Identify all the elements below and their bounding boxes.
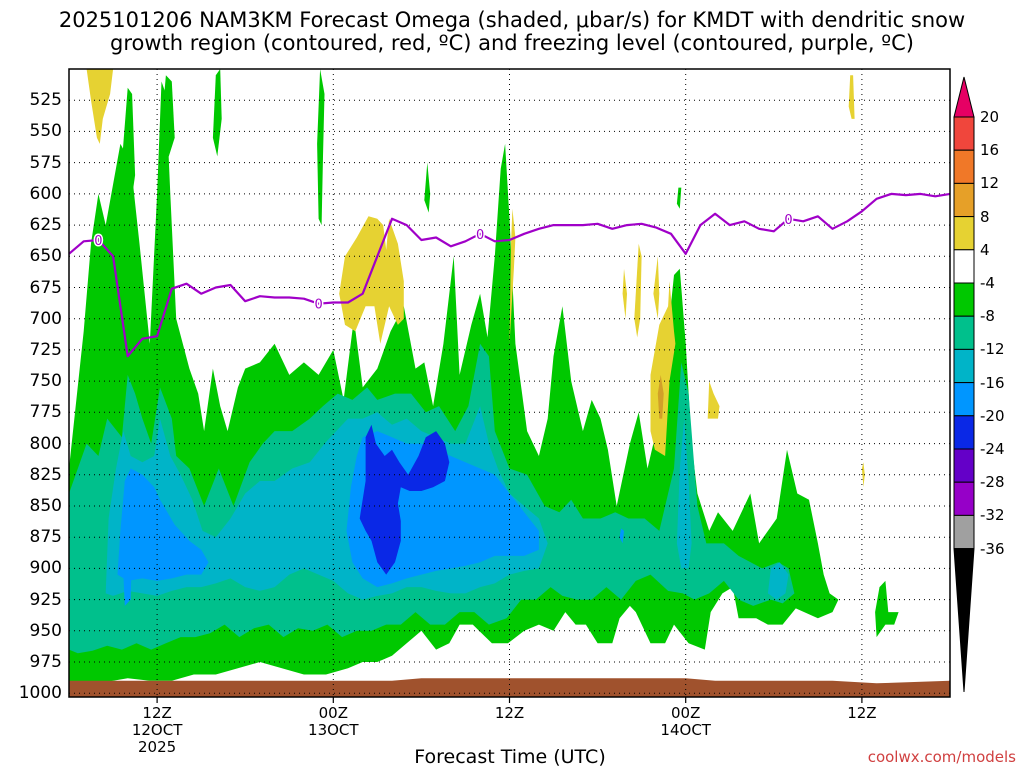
x-tick-label-line: 12OCT [131, 721, 183, 739]
colorbar-swatch [953, 382, 975, 417]
x-tick-label: 12Z [822, 705, 902, 722]
omega-region-minus4-to-minus8-d [212, 69, 222, 157]
colorbar-swatch-top [953, 76, 975, 118]
x-tick-label: 12Z 12OCT 2025 [117, 705, 197, 756]
colorbar-swatch [953, 514, 975, 550]
omega-region-minus16-to-minus20-c [121, 481, 133, 606]
x-tick-label-line: 00Z [318, 704, 348, 722]
freezing-level-line [68, 192, 951, 358]
chart-title-line-2: growth region (contoured, red, ºC) and f… [110, 31, 914, 55]
omega-region-4-to-8-f [707, 381, 720, 419]
omega-region-minus16-to-minus20-d [619, 528, 624, 544]
colorbar-swatch [953, 448, 975, 483]
colorbar-swatch [953, 149, 975, 184]
colorbar-tick-label: -20 [980, 406, 1005, 425]
colorbar-swatch-bottom [953, 548, 975, 693]
omega-region-minus4-to-minus8-e [317, 69, 325, 226]
y-tick-label: 850 [29, 496, 62, 516]
x-axis-title: Forecast Time (UTC) [414, 746, 606, 768]
colorbar-tick-label: 20 [980, 108, 1000, 126]
colorbar-tick-label: -4 [980, 274, 995, 292]
omega-region-minus12-to-minus16-c [767, 562, 789, 600]
y-tick-label: 700 [29, 308, 62, 329]
colorbar-swatch [953, 348, 975, 384]
colorbar-swatch [953, 249, 975, 284]
ground-surface [69, 678, 950, 697]
colorbar-tick-label: -16 [980, 373, 1005, 392]
omega-region-4-to-8-g [848, 75, 855, 119]
y-tick-label: 550 [29, 121, 62, 142]
y-tick-label: 600 [29, 183, 62, 204]
omega-region-minus4-to-minus8-g [676, 187, 682, 209]
omega-region-4-to-8-h [861, 462, 865, 488]
omega-region-minus4-to-minus8-c [160, 75, 175, 157]
x-tick-label-line: 00Z [671, 704, 701, 722]
omega-region-8-to-12 [657, 374, 664, 419]
colorbar-tick-label: -32 [980, 506, 1005, 525]
colorbar-tick-label: -36 [980, 539, 1005, 558]
colorbar-tick-label: -28 [980, 473, 1005, 492]
omega-region-4-to-8 [86, 69, 114, 144]
freezing-level-label: 0 [314, 298, 322, 313]
y-tick-label: 650 [29, 246, 62, 267]
colorbar-tick-label: 12 [980, 174, 1000, 193]
y-tick-label: 1000 [18, 683, 62, 704]
y-tick-label: 725 [29, 339, 62, 360]
x-tick-label: 12Z [470, 705, 550, 722]
y-tick-label: 825 [29, 464, 62, 485]
y-tick-label: 800 [29, 433, 62, 454]
colorbar-swatch [953, 216, 975, 251]
omega-region-minus20-to-minus24 [359, 424, 450, 575]
colorbar-swatch [953, 481, 975, 516]
y-tick-label: 975 [29, 652, 62, 672]
colorbar-tick-label: -8 [980, 307, 995, 326]
colorbar-tick-label: 4 [980, 240, 990, 259]
freezing-level-label: 0 [784, 213, 792, 228]
freezing-level-label: 0 [94, 234, 102, 249]
y-tick-label: 875 [29, 527, 62, 548]
x-tick-label: 00Z 14OCT [646, 705, 726, 739]
omega-region-minus12-to-minus16-b [676, 418, 692, 569]
x-tick-label: 00Z 13OCT [293, 705, 373, 739]
omega-region-4-to-8-b [339, 216, 404, 344]
colorbar-tick-label: 16 [980, 141, 1000, 160]
omega-region-4-to-8-i [622, 268, 627, 319]
x-tick-label-line: 12Z [494, 704, 525, 722]
colorbar-swatch [953, 116, 975, 151]
x-tick-label-line: 13OCT [308, 721, 359, 739]
omega-region-minus4-to-minus8-h [875, 580, 899, 638]
omega-region-4-to-8-j [653, 256, 660, 319]
x-tick-label-line: 14OCT [660, 721, 711, 739]
y-tick-label: 900 [29, 558, 62, 579]
omega-region-4-to-8-c [509, 208, 516, 344]
colorbar-swatch [953, 315, 975, 350]
y-tick-label: 525 [29, 90, 62, 111]
x-tick-label-line: 12Z [847, 704, 877, 722]
x-tick-label-line: 12Z [142, 704, 172, 722]
freezing-level-label: 0 [476, 228, 484, 243]
y-tick-label: 775 [29, 402, 62, 423]
credit-text: coolwx.com/models [867, 748, 1016, 766]
chart-title-line-1: 2025101206 NAM3KM Forecast Omega (shaded… [58, 8, 966, 32]
y-tick-label: 950 [29, 620, 62, 641]
colorbar-swatch [953, 415, 975, 450]
x-tick-label-line: 2025 [138, 738, 177, 756]
y-tick-label: 750 [29, 371, 62, 392]
omega-region-minus4-to-minus8-f [424, 162, 431, 213]
omega-region-4-to-8-d [634, 243, 642, 338]
y-tick-label: 625 [29, 215, 62, 236]
colorbar-swatch [953, 282, 975, 317]
colorbar-tick-label: -12 [980, 340, 1005, 359]
colorbar-swatch [953, 182, 975, 218]
omega-region-4-to-8-e [650, 281, 676, 456]
y-tick-label: 675 [29, 277, 62, 298]
y-tick-label: 575 [29, 152, 62, 173]
colorbar-tick-label: -24 [980, 440, 1005, 458]
colorbar-tick-label: 8 [980, 207, 990, 226]
omega-region-minus4-to-minus8-b [120, 87, 136, 207]
y-tick-label: 925 [29, 589, 62, 610]
omega-region-minus16-to-minus20 [117, 468, 209, 581]
